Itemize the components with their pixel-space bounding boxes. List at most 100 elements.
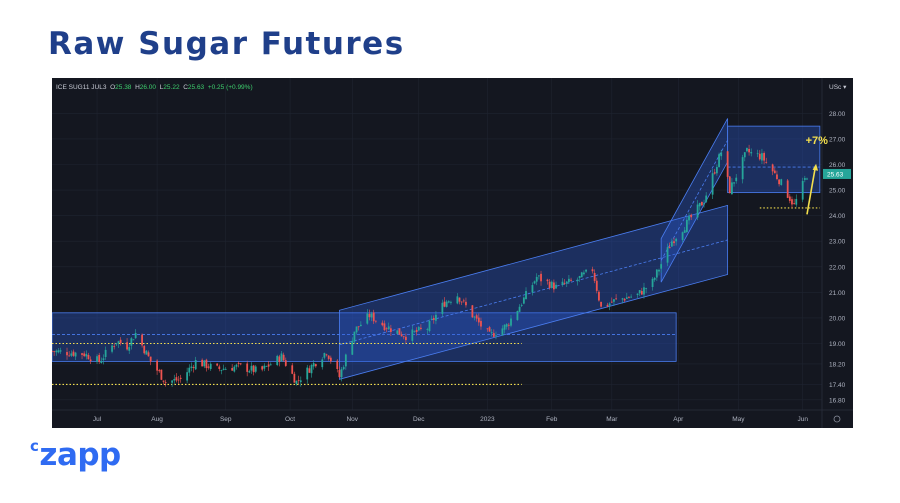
candle-body	[426, 329, 429, 330]
candle-body	[113, 345, 116, 347]
candle-body	[537, 275, 540, 277]
candle-body	[387, 326, 390, 330]
candle-body	[771, 164, 774, 172]
x-tick-label: Aug	[151, 416, 163, 423]
candle-body	[415, 329, 418, 332]
candle-body	[505, 324, 508, 327]
candle-body	[370, 313, 373, 318]
candle-body	[351, 340, 354, 355]
candle-body	[396, 330, 399, 334]
candle-body	[651, 278, 654, 287]
candle-body	[173, 378, 176, 381]
candle-body	[430, 318, 433, 320]
candle-body	[312, 363, 315, 367]
candle-body	[561, 281, 564, 285]
candle-body	[743, 152, 746, 158]
candle-body	[583, 272, 585, 275]
candle-body	[143, 345, 146, 354]
candle-body	[59, 350, 62, 352]
candle-body	[231, 368, 234, 371]
candle-body	[128, 347, 131, 351]
candle-body	[731, 182, 733, 195]
high-label: H	[135, 84, 140, 91]
candle-body	[310, 365, 313, 374]
y-tick-label: 19.00	[829, 341, 846, 348]
candle-body	[698, 202, 701, 207]
candle-body	[404, 336, 407, 341]
candle-body	[645, 288, 648, 290]
candle-body	[156, 360, 158, 371]
logo-name: zapp	[39, 437, 121, 473]
candle-body	[53, 351, 56, 353]
candle-body	[308, 368, 311, 373]
candle-body	[342, 367, 345, 370]
candle-body	[265, 366, 268, 367]
candle-body	[261, 366, 264, 370]
candle-body	[803, 178, 806, 180]
candle-body	[520, 305, 523, 306]
change-annotation: +7%	[806, 135, 829, 147]
candle-body	[570, 279, 572, 281]
candle-body	[269, 364, 272, 366]
candle-body	[445, 301, 448, 307]
candle-body	[89, 359, 92, 362]
candle-body	[435, 314, 437, 321]
candle-body	[595, 280, 598, 291]
candle-body	[685, 219, 688, 232]
candlestick-chart[interactable]: 16.80 17.40 18.20 19.00 20.00 21.00 22.00 23.00…	[52, 78, 853, 428]
candle-body	[263, 365, 266, 369]
open-value: 25.38	[115, 84, 132, 91]
logo-prefix: c	[30, 437, 39, 455]
candle-body	[68, 355, 71, 357]
candle-body	[186, 372, 189, 381]
candle-body	[359, 324, 362, 327]
candle-body	[696, 204, 699, 218]
x-tick-label: May	[732, 416, 745, 423]
candle-body	[683, 230, 686, 233]
candle-body	[368, 313, 371, 318]
candle-body	[179, 377, 182, 379]
close-label: C	[183, 84, 188, 91]
candle-body	[788, 196, 791, 201]
candle-body	[640, 291, 643, 295]
y-tick-label: 17.40	[829, 382, 846, 389]
candle-body	[565, 281, 568, 284]
channel-midline	[339, 239, 728, 346]
candle-body	[746, 148, 748, 152]
candle-body	[441, 302, 444, 314]
candle-body	[733, 182, 735, 184]
candle-body	[578, 276, 581, 279]
candle-body	[291, 365, 294, 374]
axis-layer: 16.80 17.40 18.20 19.00 20.00 21.00 22.00 23.00…	[52, 78, 853, 428]
candle-body	[188, 367, 191, 373]
x-tick-label: Jun	[797, 416, 808, 423]
candle-body	[66, 352, 68, 356]
candle-body	[490, 331, 493, 333]
candle-body	[568, 278, 570, 282]
candle-body	[250, 365, 253, 371]
candle-body	[389, 328, 392, 332]
candle-body	[411, 329, 414, 341]
chart-panel[interactable]: 16.80 17.40 18.20 19.00 20.00 21.00 22.00 23.00…	[52, 78, 853, 428]
candle-body	[160, 369, 163, 380]
x-tick-label: Apr	[673, 416, 684, 423]
candle-body	[658, 269, 660, 272]
candle-body	[420, 327, 422, 329]
candle-body	[149, 356, 152, 362]
candle-body	[473, 316, 476, 318]
low-label: L	[159, 84, 164, 91]
candle-body	[623, 298, 626, 301]
candle-body	[119, 339, 122, 344]
candle-body	[220, 370, 223, 371]
candle-body	[673, 241, 675, 244]
candle-body	[765, 161, 768, 163]
candle-body	[398, 328, 401, 335]
candle-body	[480, 320, 482, 327]
x-tick-label: Mar	[606, 416, 618, 423]
candle-body	[621, 298, 624, 300]
candle-body	[600, 301, 602, 307]
channel-layer	[339, 118, 729, 380]
candle-body	[102, 358, 105, 360]
candle-body	[177, 379, 180, 381]
range-zone	[52, 312, 677, 362]
